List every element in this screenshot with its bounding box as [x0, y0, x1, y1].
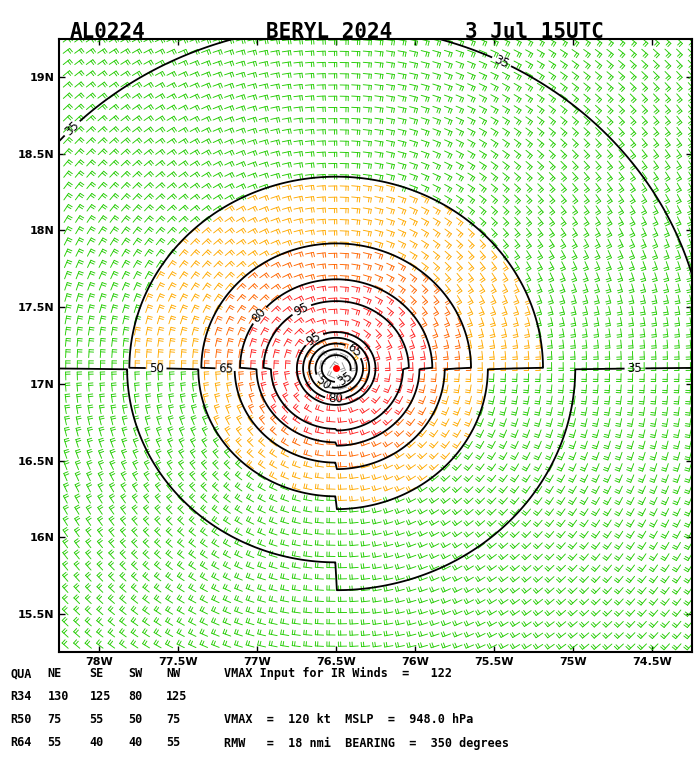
- Text: 55: 55: [89, 713, 103, 726]
- Text: 125: 125: [89, 690, 111, 703]
- Text: QUA: QUA: [10, 667, 32, 680]
- Text: NW: NW: [166, 667, 180, 680]
- Text: SW: SW: [128, 667, 142, 680]
- Text: AL0224: AL0224: [70, 22, 145, 42]
- Text: 55: 55: [166, 736, 180, 750]
- Text: R34: R34: [10, 690, 32, 703]
- Text: VMAX  =  120 kt  MSLP  =  948.0 hPa: VMAX = 120 kt MSLP = 948.0 hPa: [224, 713, 473, 726]
- Text: 40: 40: [89, 736, 103, 750]
- Text: 95: 95: [292, 300, 311, 319]
- Text: 65: 65: [345, 340, 364, 360]
- Text: 80: 80: [250, 305, 269, 325]
- Text: 80: 80: [328, 392, 343, 406]
- Text: 3 Jul 15UTC: 3 Jul 15UTC: [465, 22, 604, 42]
- Text: 65: 65: [218, 362, 233, 376]
- Text: 55: 55: [48, 736, 62, 750]
- Text: 35: 35: [628, 362, 642, 375]
- Text: BERYL 2024: BERYL 2024: [266, 22, 392, 42]
- Text: 50: 50: [312, 373, 333, 393]
- Text: 80: 80: [128, 690, 142, 703]
- Text: R64: R64: [10, 736, 32, 750]
- Text: 95: 95: [304, 329, 324, 348]
- Text: R50: R50: [10, 713, 32, 726]
- Text: 50: 50: [128, 713, 142, 726]
- Text: 75: 75: [48, 713, 62, 726]
- Text: RMW   =  18 nmi  BEARING  =  350 degrees: RMW = 18 nmi BEARING = 350 degrees: [224, 736, 509, 750]
- Text: 40: 40: [128, 736, 142, 750]
- Text: 50: 50: [149, 361, 164, 375]
- Text: VMAX Input for IR Winds  =   122: VMAX Input for IR Winds = 122: [224, 667, 452, 680]
- Text: SE: SE: [89, 667, 103, 680]
- Text: 35: 35: [335, 370, 354, 389]
- Text: 75: 75: [166, 713, 180, 726]
- Text: 35: 35: [62, 118, 82, 138]
- Text: 130: 130: [48, 690, 69, 703]
- Text: 35: 35: [492, 52, 511, 71]
- Text: NE: NE: [48, 667, 62, 680]
- Text: 125: 125: [166, 690, 188, 703]
